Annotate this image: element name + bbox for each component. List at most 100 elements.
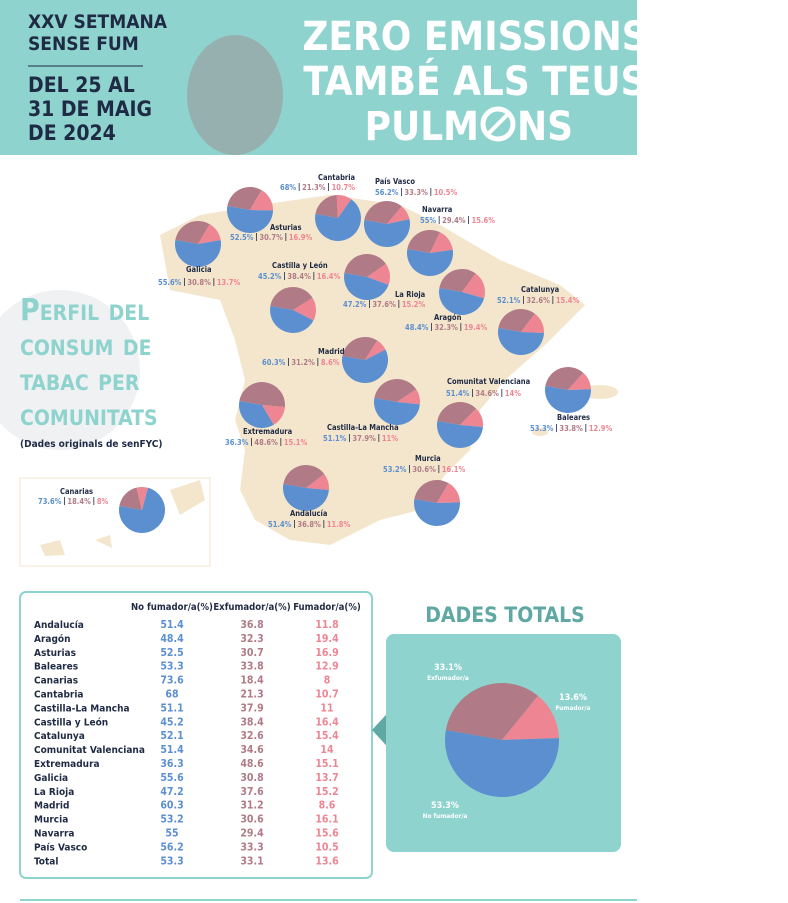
table-cell: 48.6: [240, 758, 264, 770]
table-cell: 55: [165, 828, 178, 840]
pie-slice: [460, 408, 483, 427]
pie-slice: [344, 254, 386, 277]
pie-slice: [437, 483, 460, 503]
region-value: 10.5%: [434, 188, 458, 197]
map-island: [532, 428, 548, 436]
pie-slice: [521, 313, 544, 334]
table-cell: 33.1: [240, 855, 263, 867]
region-value: 33.8%: [559, 424, 583, 433]
no-smoking-icon: [485, 111, 511, 137]
table-cell: 8.6: [319, 800, 336, 812]
table-cell: 68: [165, 689, 178, 701]
table-cell: 34.6: [240, 744, 264, 756]
region-value: 16.9%: [289, 233, 313, 242]
table-row-name: Andalucía: [34, 619, 84, 631]
region-value: 15.2%: [402, 300, 426, 309]
pie-slice: [270, 306, 314, 333]
table-cell: 55.6: [160, 772, 184, 784]
section-title: Perfil del: [20, 293, 149, 328]
pie-slice: [306, 473, 329, 490]
region-value: 36.8%: [297, 520, 321, 529]
total-label: Fumador/a: [555, 704, 590, 712]
pie-slice: [413, 499, 460, 526]
table-cell: 14: [320, 744, 334, 756]
pie-slice: [462, 273, 485, 299]
table-cell: 53.3: [160, 661, 183, 673]
table-cell: 36.8: [240, 619, 263, 631]
pie-slice: [315, 199, 361, 242]
region-value: 53.2%: [383, 465, 407, 474]
region-value: 31.2%: [291, 358, 315, 367]
total-value: 13.6%: [559, 693, 587, 703]
table-cell: 37.6: [240, 786, 264, 798]
table-cell: 32.3: [240, 633, 263, 645]
region-value: 12.9%: [589, 424, 613, 433]
region-name: Cantabria: [318, 173, 356, 182]
slogan: PULM: [365, 104, 479, 150]
table-cell: 38.4: [240, 716, 264, 728]
pie-slice: [343, 273, 389, 301]
pie-slice: [283, 465, 325, 488]
pie-slice: [568, 372, 591, 390]
pie-slice: [373, 398, 420, 426]
region-name: Murcia: [415, 454, 441, 463]
table-row-name: Navarra: [34, 829, 74, 840]
region-value: 15.6%: [472, 216, 496, 225]
pie-slice: [227, 187, 262, 210]
table-cell: 73.6: [160, 675, 184, 687]
table-cell: 15.6: [315, 828, 339, 840]
table-cell: 33.3: [240, 841, 263, 853]
poster-figure: [187, 35, 283, 155]
table-cell: 16.4: [315, 716, 339, 728]
table-cell: 52.1: [160, 730, 183, 742]
table-header: Fumador/a(%): [293, 602, 361, 613]
region-value: 47.2%: [343, 300, 367, 309]
pie-slice: [315, 195, 338, 218]
region-value: 60.3%: [262, 358, 286, 367]
pie-slice: [445, 730, 559, 797]
table-row-name: Catalunya: [34, 731, 85, 742]
pie-slice: [136, 487, 148, 510]
pie-slice: [397, 389, 420, 405]
pie-slice: [374, 379, 417, 402]
region-value: 21.3%: [302, 183, 326, 192]
region-value: 45.2%: [258, 272, 282, 281]
pie-slice: [414, 480, 449, 503]
section-title: comunitats: [20, 398, 158, 433]
table-row-name: Extremadura: [34, 759, 100, 770]
table-row-name: Aragón: [34, 633, 71, 645]
region-value: 29.4%: [442, 216, 466, 225]
pie-slice: [502, 695, 559, 740]
total-value: 33.1%: [434, 663, 462, 673]
region-value: 55.6%: [158, 278, 182, 287]
region-value: 30.7%: [259, 233, 283, 242]
event-dates: DEL 25 AL: [28, 73, 135, 97]
region-name: Extremadura: [243, 427, 293, 436]
pie-slice: [119, 487, 165, 534]
total-label: Exfumador/a: [427, 674, 469, 682]
region-name: Navarra: [422, 205, 453, 214]
region-name: Canarias: [60, 487, 93, 496]
region-value: 19.4%: [464, 323, 488, 332]
region-name: Galicia: [186, 265, 212, 274]
table-cell: 56.2: [160, 841, 183, 853]
section-note: (Dades originals de senFYC): [20, 439, 163, 450]
table-cell: 15.4: [315, 730, 339, 742]
pie-slice: [364, 201, 402, 224]
region-name: Baleares: [557, 413, 590, 422]
table-cell: 52.5: [160, 647, 183, 659]
pie-slice: [407, 249, 453, 276]
region-value: 8.6%: [321, 358, 340, 367]
table-row-name: Murcia: [34, 815, 68, 826]
region-name: Andalucía: [290, 509, 328, 518]
table-header: Exfumador/a(%): [213, 602, 290, 613]
region-value: 56.2%: [375, 188, 399, 197]
table-cell: 30.6: [240, 814, 264, 826]
pie-slice: [239, 401, 274, 429]
pie-slice: [364, 219, 411, 248]
section-title: tabac per: [20, 363, 140, 398]
table-cell: 51.1: [160, 702, 183, 714]
region-value: 11.8%: [327, 520, 351, 529]
table-cell: 47.2: [160, 786, 183, 798]
